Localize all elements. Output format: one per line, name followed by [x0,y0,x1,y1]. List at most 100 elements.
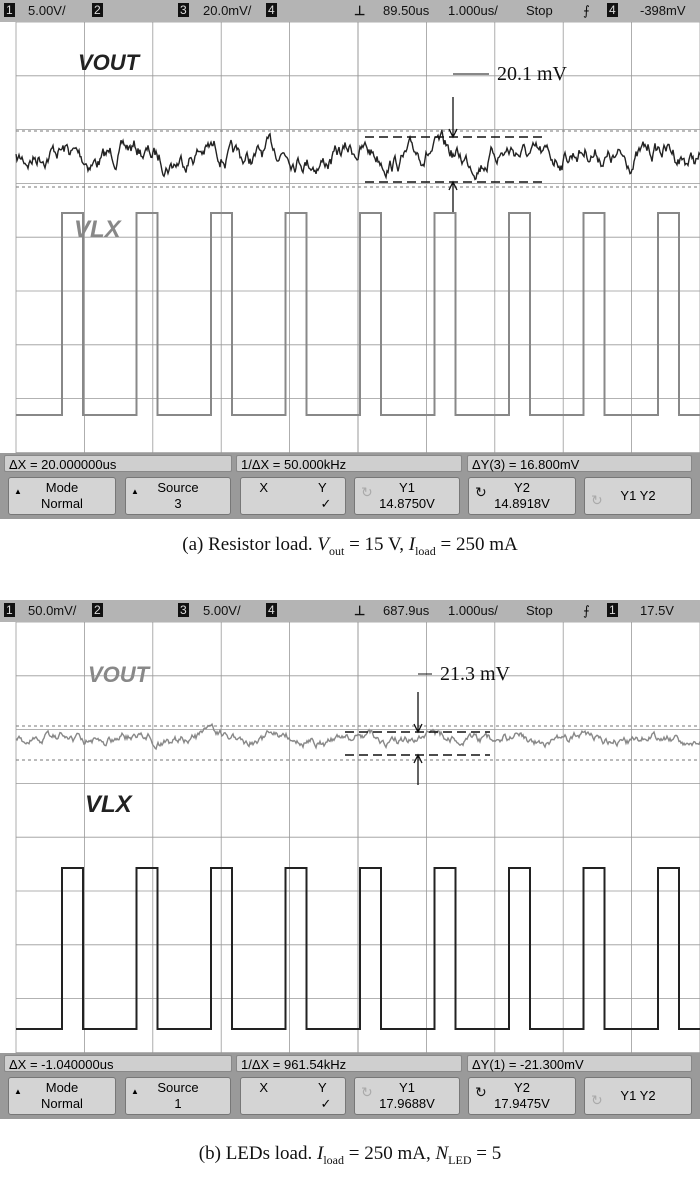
y1y2-label: Y1 Y2 [620,1088,656,1103]
delta-y-readout: ΔY(1) = -21.300mV [467,1055,692,1072]
y2-value: 17.9475V [494,1096,550,1111]
channel-3-scale: 5.00V/ [203,603,241,618]
mode-value: Normal [41,1096,83,1111]
rotate-knob-icon: ↻ [361,484,373,500]
y1-value: 17.9688V [379,1096,435,1111]
y1-softkey[interactable]: ↻ Y1 14.8750V [354,477,460,515]
trigger-channel-badge: 1 [607,603,618,617]
channel-4-badge[interactable]: 4 [266,603,277,617]
delta-y-readout: ΔY(3) = 16.800mV [467,455,692,472]
vlx-label: VLX [74,216,123,243]
y2-softkey[interactable]: ↻ Y2 17.9475V [468,1077,576,1115]
channel-1-badge[interactable]: 1 [4,3,15,17]
channel-3-badge[interactable]: 3 [178,603,189,617]
delay-value: 89.50us [383,3,430,18]
vout-trace [15,722,700,751]
source-value: 1 [174,1096,182,1111]
rotate-knob-icon: ↻ [591,1092,603,1108]
channel-4-badge[interactable]: 4 [266,3,277,17]
check-icon: ✓ [320,496,332,511]
delta-x-readout: ΔX = 20.000000us [4,455,232,472]
rotate-knob-icon: ↻ [361,1084,373,1100]
inverse-delta-x-readout: 1/ΔX = 50.000kHz [236,455,462,472]
run-status: Stop [526,603,553,618]
softkey-bar: ▲ Mode Normal ▲ Source 1 X Y ✓ ↻ Y1 17.9688V ↻ Y2… [0,1075,700,1119]
delay-value: 687.9us [383,603,430,618]
rising-edge-icon: ⨍ [583,603,590,618]
y1y2-softkey[interactable]: ↻ Y1 Y2 [584,477,692,515]
y2-label: Y2 [514,480,530,495]
figure-caption-1: (a) Resistor load. Vout = 15 V, Iload = … [182,534,518,558]
channel-2-badge[interactable]: 2 [92,603,103,617]
y2-value: 14.8918V [494,496,550,511]
rotate-knob-icon: ↻ [475,484,487,500]
y1y2-label: Y1 Y2 [620,488,656,503]
trigger-position-icon: ⊥ [354,603,366,618]
vout-label: VOUT [88,662,151,687]
mode-label: Mode [45,1080,79,1095]
rotate-knob-icon: ↻ [475,1084,487,1100]
waveform-display: 21.3 mV VOUT VLX [0,622,700,1053]
y1-value: 14.8750V [379,496,435,511]
measurement-bar: ΔX = 20.000000us 1/ΔX = 50.000kHz ΔY(3) … [0,453,700,475]
softkey-bar: ▲ Mode Normal ▲ Source 3 X Y ✓ ↻ Y1 14.8750V ↻ Y2… [0,475,700,519]
vout-trace [15,129,700,181]
channel-1-badge[interactable]: 1 [4,603,15,617]
channel-3-scale: 20.0mV/ [203,3,252,18]
check-icon: ✓ [320,1096,332,1111]
y-label: Y [318,1080,327,1095]
x-label: X [259,1080,268,1095]
y1-label: Y1 [399,480,415,495]
source-softkey[interactable]: ▲ Source 3 [125,477,231,515]
run-status: Stop [526,3,553,18]
measurement-bar: ΔX = -1.040000us 1/ΔX = 961.54kHz ΔY(1) … [0,1053,700,1075]
y-label: Y [318,480,327,495]
channel-2-badge[interactable]: 2 [92,3,103,17]
waveform-display: 20.1 mV VOUT VLX [0,22,700,453]
scope-panel-1: 1 5.00V/ 2 3 20.0mV/ 4 ⊥ 89.50us 1.000us… [0,0,700,520]
status-bar: 1 5.00V/ 2 3 20.0mV/ 4 ⊥ 89.50us 1.000us… [0,0,700,22]
source-label: Source [157,480,199,495]
mode-value: Normal [41,496,83,511]
triangle-up-icon: ▲ [14,1087,22,1096]
timebase-value: 1.000us/ [448,3,498,18]
triangle-up-icon: ▲ [14,487,22,496]
vlx-trace [16,212,700,416]
triangle-up-icon: ▲ [131,487,139,496]
y1-softkey[interactable]: ↻ Y1 17.9688V [354,1077,460,1115]
delta-x-readout: ΔX = -1.040000us [4,1055,232,1072]
triangle-up-icon: ▲ [131,1087,139,1096]
y2-softkey[interactable]: ↻ Y2 14.8918V [468,477,576,515]
mode-softkey[interactable]: ▲ Mode Normal [8,1077,116,1115]
y2-label: Y2 [514,1080,530,1095]
source-softkey[interactable]: ▲ Source 1 [125,1077,231,1115]
status-bar: 1 50.0mV/ 2 3 5.00V/ 4 ⊥ 687.9us 1.000us… [0,600,700,622]
trigger-channel-badge: 4 [607,3,618,17]
mode-label: Mode [45,480,79,495]
vlx-label: VLX [85,791,134,818]
trigger-level: -398mV [640,3,686,18]
vout-label: VOUT [78,50,141,75]
x-label: X [259,480,268,495]
ripple-annotation: 20.1 mV [497,63,568,85]
y1y2-softkey[interactable]: ↻ Y1 Y2 [584,1077,692,1115]
xy-softkey[interactable]: X Y ✓ [240,1077,346,1115]
rising-edge-icon: ⨍ [583,3,590,18]
ripple-annotation: 21.3 mV [440,663,511,685]
y1-label: Y1 [399,1080,415,1095]
arrow-icon [413,692,423,785]
rotate-knob-icon: ↻ [591,492,603,508]
channel-1-scale: 5.00V/ [28,3,66,18]
timebase-value: 1.000us/ [448,603,498,618]
trigger-position-icon: ⊥ [354,3,366,18]
mode-softkey[interactable]: ▲ Mode Normal [8,477,116,515]
inverse-delta-x-readout: 1/ΔX = 961.54kHz [236,1055,462,1072]
channel-3-badge[interactable]: 3 [178,3,189,17]
vlx-trace [16,867,700,1030]
channel-1-scale: 50.0mV/ [28,603,77,618]
xy-softkey[interactable]: X Y ✓ [240,477,346,515]
trigger-level: 17.5V [640,603,674,618]
scope-panel-2: 1 50.0mV/ 2 3 5.00V/ 4 ⊥ 687.9us 1.000us… [0,600,700,1120]
source-value: 3 [174,496,182,511]
source-label: Source [157,1080,199,1095]
